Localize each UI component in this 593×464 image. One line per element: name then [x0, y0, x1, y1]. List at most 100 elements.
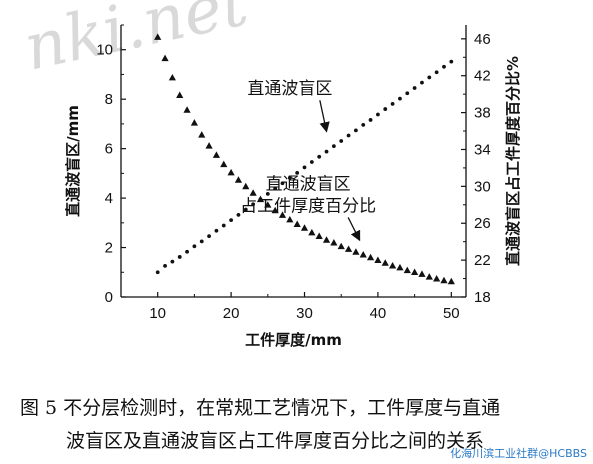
- data-point-dot: [155, 270, 160, 275]
- y-right-tick-label: 38: [474, 105, 491, 122]
- data-point-triangle: [300, 224, 309, 231]
- data-point-dot: [287, 175, 292, 180]
- data-point-dot: [207, 234, 211, 239]
- data-point-dot: [383, 107, 388, 111]
- data-point-dot: [405, 91, 410, 96]
- figure-caption-line-2: 波盲区及直通波盲区占工件厚度百分比之间的关系: [66, 430, 485, 452]
- data-point-dot: [251, 202, 256, 207]
- data-point-triangle: [212, 151, 221, 158]
- plot-area: 10 20 30 40 5002468101822263034384246工件厚度/mm…: [64, 24, 522, 349]
- watermark-text: nki.net: [18, 0, 254, 86]
- credit-text: 化海川滨工业社群@HCBBS: [450, 447, 587, 460]
- data-point-dot: [295, 170, 300, 175]
- data-point-dot: [420, 80, 424, 85]
- data-point-dot: [243, 207, 248, 212]
- data-point-dot: [434, 70, 439, 75]
- x-tick-label: 30: [296, 305, 313, 322]
- data-point-dot: [273, 186, 278, 191]
- data-point-triangle: [190, 119, 199, 126]
- data-point-dot: [449, 59, 454, 64]
- y-axis-left-title: 直通波盲区/mm: [64, 105, 82, 217]
- annotation-2-line-2: 占工件厚度百分比: [240, 196, 376, 216]
- data-point-triangle: [308, 228, 316, 236]
- data-point-triangle: [352, 248, 360, 255]
- data-point-dot: [163, 263, 167, 268]
- data-point-dot: [442, 64, 446, 69]
- x-tick-label: 50: [443, 305, 460, 322]
- data-point-triangle: [374, 256, 382, 263]
- data-point-triangle: [366, 253, 375, 261]
- data-point-dot: [236, 213, 241, 217]
- data-point-dot: [192, 244, 197, 249]
- data-point-triangle: [264, 201, 272, 208]
- y-right-tick-label: 34: [474, 141, 491, 158]
- data-point-triangle: [293, 220, 301, 228]
- series-2: [154, 33, 455, 285]
- data-point-triangle: [396, 263, 404, 271]
- data-point-dot: [199, 239, 204, 244]
- data-point-dot: [339, 139, 344, 143]
- data-point-triangle: [425, 273, 433, 280]
- data-point-dot: [229, 218, 234, 222]
- x-tick-label: 40: [370, 305, 387, 322]
- y-left-tick-label: 0: [105, 289, 113, 306]
- data-point-triangle: [161, 54, 169, 62]
- data-point-dot: [412, 86, 417, 90]
- data-point-triangle: [330, 239, 338, 246]
- data-point-dot: [390, 101, 395, 106]
- data-point-dot: [265, 191, 270, 196]
- data-point-triangle: [234, 176, 243, 183]
- data-point-triangle: [220, 160, 228, 168]
- annotation-1-arrow: [319, 100, 330, 133]
- data-point-triangle: [337, 242, 345, 250]
- data-point-dot: [427, 75, 432, 80]
- data-point-dot: [331, 144, 336, 149]
- y-left-tick-label: 6: [105, 141, 113, 158]
- data-point-dot: [324, 149, 329, 154]
- y-right-tick-label: 22: [474, 252, 491, 269]
- data-point-triangle: [418, 270, 426, 277]
- y-right-tick-label: 26: [474, 215, 491, 232]
- series-1: [155, 59, 454, 275]
- data-point-triangle: [315, 232, 323, 240]
- data-point-dot: [280, 181, 285, 186]
- data-point-triangle: [154, 33, 162, 40]
- y-axis-right-title: 直通波盲区占工件厚度百分比%: [504, 56, 522, 266]
- data-point-triangle: [388, 262, 397, 269]
- y-right-tick-label: 42: [474, 68, 491, 85]
- data-point-triangle: [198, 131, 206, 138]
- data-point-dot: [309, 160, 314, 164]
- data-point-dot: [302, 165, 307, 170]
- annotation-1-line-1: 直通波盲区: [247, 79, 332, 99]
- y-left-tick-label: 2: [105, 240, 113, 257]
- data-point-triangle: [249, 189, 257, 196]
- y-left-tick-label: 8: [105, 91, 113, 108]
- data-point-triangle: [381, 259, 389, 266]
- data-point-triangle: [403, 266, 411, 274]
- data-point-triangle: [271, 206, 279, 214]
- data-point-dot: [353, 128, 358, 133]
- y-right-tick-label: 18: [474, 289, 491, 306]
- data-point-triangle: [447, 277, 455, 285]
- data-point-dot: [177, 255, 182, 259]
- data-point-triangle: [256, 195, 265, 203]
- data-point-triangle: [242, 182, 250, 190]
- data-point-triangle: [168, 73, 176, 81]
- figure-caption-line-1: 图 5 不分层检测时，在常规工艺情况下，工件厚度与直通: [20, 397, 501, 419]
- data-point-triangle: [411, 268, 419, 275]
- data-point-dot: [317, 154, 322, 159]
- data-point-triangle: [176, 91, 184, 98]
- data-point-triangle: [286, 215, 294, 223]
- data-point-dot: [361, 122, 366, 127]
- y-left-tick-label: 10: [96, 42, 113, 59]
- annotation-2-arrow: [347, 217, 361, 242]
- data-point-dot: [185, 249, 189, 254]
- data-point-triangle: [359, 250, 367, 258]
- data-point-dot: [398, 96, 402, 101]
- data-point-triangle: [322, 236, 331, 243]
- data-point-dot: [221, 223, 226, 228]
- y-right-tick-label: 30: [474, 178, 491, 195]
- x-axis-title: 工件厚度/mm: [245, 331, 342, 349]
- data-point-dot: [346, 133, 351, 138]
- data-point-dot: [170, 259, 175, 264]
